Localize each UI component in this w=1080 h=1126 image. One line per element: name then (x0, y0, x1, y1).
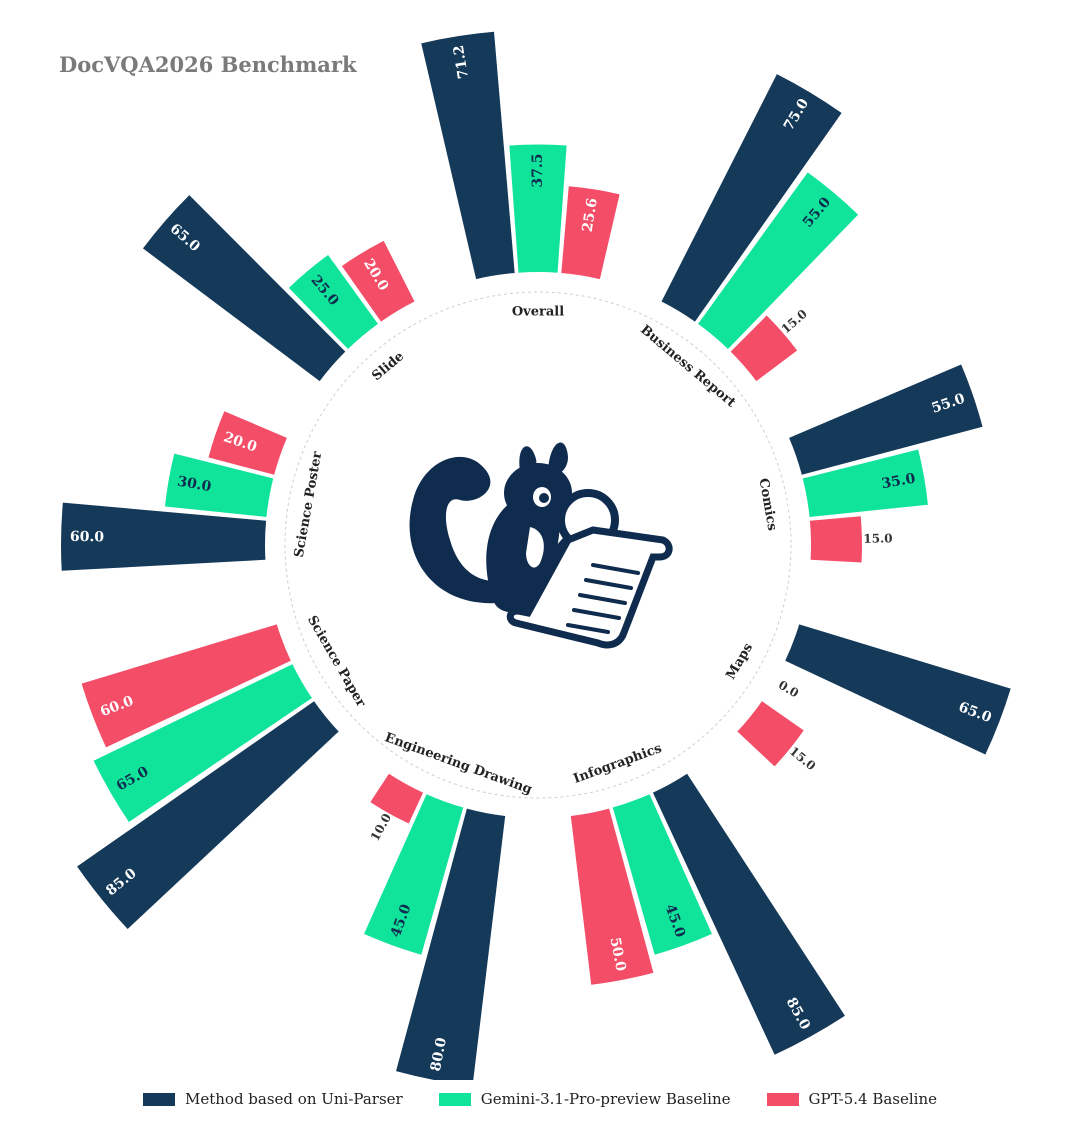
inner-ring (284, 291, 792, 799)
bar-comics-series-0 (789, 364, 983, 475)
bar-overall-series-0 (421, 31, 515, 280)
bar-maps-series-0 (785, 624, 1011, 755)
bar-business-report-series-2 (730, 315, 798, 382)
bar-science-paper-series-2 (81, 624, 291, 748)
value-label-engineering-drawing-series-2: 10.0 (368, 811, 394, 843)
legend-item: GPT-5.4 Baseline (766, 1090, 938, 1108)
bar-business-report-series-0 (661, 74, 842, 322)
squirrel-ear-icon (548, 442, 568, 475)
bar-science-paper-series-0 (77, 701, 339, 929)
value-label-overall-series-1: 37.5 (530, 153, 546, 187)
bar-science-poster-series-2 (208, 411, 287, 475)
scroll-lines-icon (566, 563, 640, 634)
squirrel-ear-icon (519, 446, 537, 475)
bar-comics-series-2 (809, 516, 862, 563)
legend-item: Method based on Uni-Parser (142, 1090, 403, 1108)
bar-slide-series-2 (341, 240, 415, 322)
value-label-maps-series-2: 15.0 (787, 744, 819, 773)
bar-infographics-series-2 (570, 808, 654, 985)
legend-swatch (766, 1092, 799, 1106)
bar-overall-series-1 (509, 144, 567, 273)
category-label-infographics: Infographics (571, 741, 663, 787)
value-label-infographics-series-2: 50.0 (606, 936, 628, 973)
bar-engineering-drawing-series-0 (396, 808, 506, 1080)
legend: Method based on Uni-Parser Gemini-3.1-Pr… (0, 1090, 1080, 1108)
bar-slide-series-1 (288, 255, 378, 349)
category-label-science-poster: Science Poster (292, 450, 325, 558)
squirrel-logo (409, 442, 673, 649)
bar-science-poster-series-1 (164, 453, 274, 517)
category-label-slide: Slide (369, 349, 407, 384)
category-label-overall: Overall (512, 305, 564, 320)
value-label-comics-series-1: 35.0 (880, 471, 917, 493)
bar-science-poster-series-0 (60, 502, 267, 571)
squirrel-belly-icon (526, 527, 544, 568)
squirrel-pupil-icon (539, 493, 549, 503)
bar-science-paper-series-1 (93, 664, 312, 822)
bar-infographics-series-1 (612, 794, 712, 955)
legend-swatch (142, 1092, 175, 1106)
value-label-science-poster-series-0: 60.0 (70, 529, 105, 546)
chart-title: DocVQA2026 Benchmark (59, 52, 357, 77)
legend-item: Gemini-3.1-Pro-preview Baseline (438, 1090, 731, 1108)
bar-maps-series-2 (737, 701, 804, 767)
value-label-maps-series-1: 0.0 (776, 678, 801, 701)
category-label-comics: Comics (755, 477, 779, 532)
category-label-maps: Maps (723, 641, 756, 682)
value-label-comics-series-2: 15.0 (863, 531, 892, 546)
bar-business-report-series-1 (698, 172, 859, 349)
scroll-icon (506, 526, 673, 649)
squirrel-tail-icon (409, 456, 508, 604)
value-label-overall-series-2: 25.6 (580, 197, 601, 233)
legend-label: Method based on Uni-Parser (184, 1090, 403, 1108)
legend-swatch (438, 1092, 471, 1106)
bar-engineering-drawing-series-1 (364, 794, 464, 955)
bar-infographics-series-0 (652, 773, 845, 1055)
value-label-engineering-drawing-series-0: 80.0 (428, 1036, 450, 1073)
bar-engineering-drawing-series-2 (370, 773, 424, 824)
value-label-overall-series-0: 71.2 (451, 44, 472, 80)
value-label-science-poster-series-1: 30.0 (176, 474, 213, 496)
bar-overall-series-2 (561, 186, 620, 280)
bars-layer (60, 31, 1011, 1080)
legend-label: Gemini-3.1-Pro-preview Baseline (480, 1090, 731, 1108)
legend-label: GPT-5.4 Baseline (808, 1090, 938, 1108)
bar-comics-series-1 (802, 449, 928, 517)
bar-slide-series-0 (142, 195, 346, 382)
value-label-business-report-series-2: 15.0 (779, 307, 810, 337)
